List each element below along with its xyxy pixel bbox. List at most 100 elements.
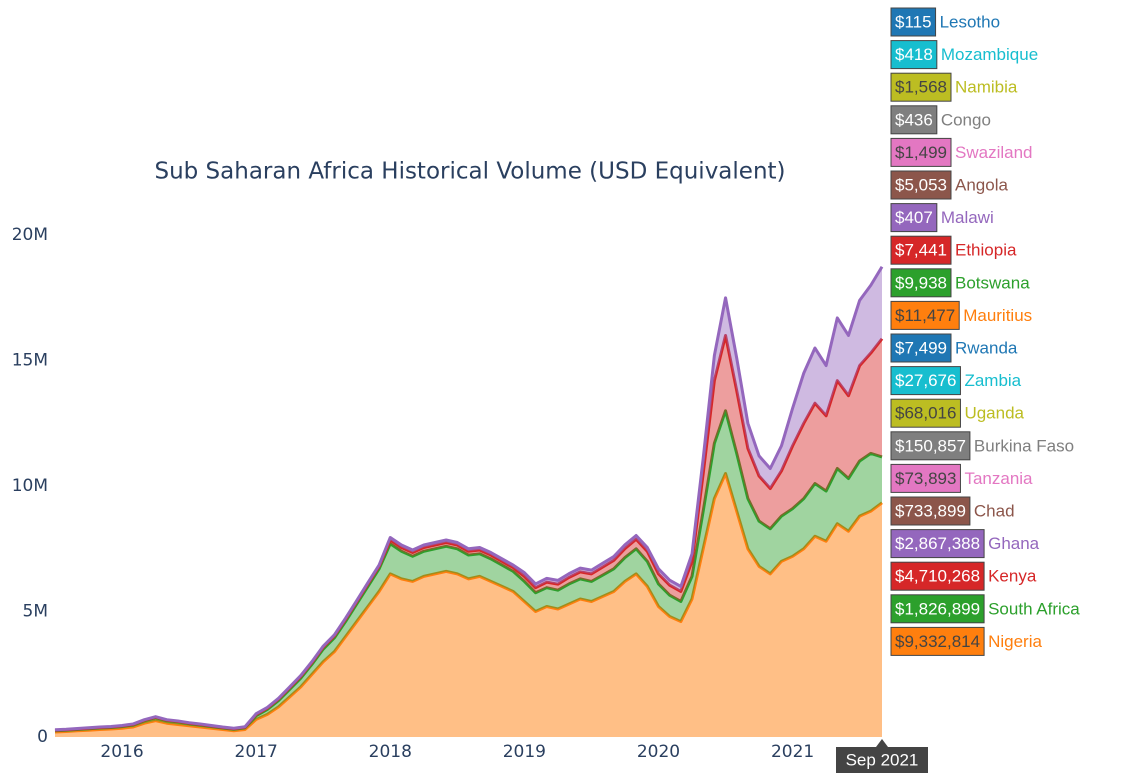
y-tick-label: 10M bbox=[12, 476, 48, 496]
hover-label: $436 Congo bbox=[890, 105, 991, 135]
chart-title: Sub Saharan Africa Historical Volume (US… bbox=[154, 159, 785, 185]
hover-label: $2,867,388 Ghana bbox=[890, 529, 1040, 559]
hover-box bbox=[890, 203, 938, 233]
hover-value: $7,441 bbox=[895, 241, 947, 260]
hover-name: South Africa bbox=[988, 599, 1080, 618]
hover-x-label: Sep 2021 bbox=[836, 739, 928, 773]
line bbox=[54, 266, 884, 732]
hover-value: $73,893 bbox=[895, 469, 956, 488]
hover-label: $733,899 Chad bbox=[890, 496, 1015, 526]
hover-label: $115 Lesotho bbox=[890, 7, 1001, 37]
hover-name: Mauritius bbox=[963, 306, 1032, 325]
hover-value: $7,499 bbox=[895, 338, 947, 357]
hover-box bbox=[890, 463, 961, 493]
hover-label: $9,332,814 Nigeria bbox=[890, 626, 1042, 656]
hover-value: $1,568 bbox=[895, 78, 947, 97]
hover-label: $27,676 Zambia bbox=[890, 366, 1022, 396]
line bbox=[54, 472, 883, 734]
hover-box bbox=[890, 105, 938, 135]
hover-box bbox=[890, 235, 952, 265]
y-tick-label: 15M bbox=[12, 351, 48, 371]
hover-label: $7,499 Rwanda bbox=[890, 333, 1018, 363]
hover-value: $1,826,899 bbox=[895, 599, 980, 618]
hover-value: $418 bbox=[895, 45, 933, 64]
hover-x-text: Sep 2021 bbox=[846, 750, 919, 769]
hover-x-box bbox=[836, 739, 928, 773]
x-tick-label: 2021 bbox=[771, 742, 814, 762]
hover-value: $115 bbox=[895, 12, 932, 31]
hover-label: $9,938 Botswana bbox=[890, 268, 1030, 298]
hover-name: Ethiopia bbox=[955, 241, 1017, 260]
hover-box bbox=[890, 398, 961, 428]
hover-value: $9,332,814 bbox=[895, 632, 980, 651]
hover-name: Burkina Faso bbox=[974, 436, 1074, 455]
hover-name: Ghana bbox=[988, 534, 1040, 553]
hover-box bbox=[890, 431, 971, 461]
hover-name: Botswana bbox=[955, 273, 1030, 292]
hover-label: $73,893 Tanzania bbox=[890, 463, 1033, 493]
hover-name: Namibia bbox=[955, 78, 1018, 97]
hover-label: $4,710,268 Kenya bbox=[890, 561, 1037, 591]
hover-label: $1,826,899 South Africa bbox=[890, 594, 1080, 624]
hover-box bbox=[890, 40, 938, 70]
hover-name: Malawi bbox=[941, 208, 994, 227]
hover-box bbox=[890, 7, 937, 37]
hover-name: Lesotho bbox=[940, 12, 1001, 31]
y-tick-label: 0 bbox=[37, 727, 48, 747]
hover-value: $11,477 bbox=[895, 306, 955, 325]
hover-label: $5,053 Angola bbox=[890, 170, 1008, 200]
hover-value: $5,053 bbox=[895, 175, 947, 194]
x-tick-label: 2016 bbox=[100, 742, 143, 762]
y-tick-label: 5M bbox=[23, 602, 48, 622]
hover-box bbox=[890, 333, 952, 363]
hover-name: Tanzania bbox=[964, 469, 1033, 488]
hover-value: $1,499 bbox=[895, 143, 947, 162]
hover-name: Mozambique bbox=[941, 45, 1038, 64]
hover-name: Swaziland bbox=[955, 143, 1033, 162]
hover-value: $68,016 bbox=[895, 404, 956, 423]
hover-label: $1,499 Swaziland bbox=[890, 137, 1033, 167]
hover-name: Uganda bbox=[964, 404, 1024, 423]
area bbox=[55, 473, 882, 737]
hover-value: $4,710,268 bbox=[895, 567, 980, 586]
hover-box bbox=[890, 529, 985, 559]
hover-box bbox=[890, 496, 971, 526]
hover-box bbox=[890, 137, 952, 167]
hover-name: Chad bbox=[974, 501, 1015, 520]
x-tick-label: 2018 bbox=[369, 742, 412, 762]
hover-label: $1,568 Namibia bbox=[890, 72, 1018, 102]
hover-name: Congo bbox=[941, 110, 991, 129]
hover-name: Rwanda bbox=[955, 338, 1018, 357]
hover-label: $11,477 Mauritius bbox=[890, 300, 1032, 330]
hover-name: Nigeria bbox=[988, 632, 1042, 651]
hover-box bbox=[890, 300, 960, 330]
hover-box bbox=[890, 594, 985, 624]
hover-box bbox=[890, 268, 952, 298]
x-tick-label: 2017 bbox=[235, 742, 278, 762]
hover-name: Angola bbox=[955, 175, 1008, 194]
hover-value: $9,938 bbox=[895, 273, 947, 292]
hover-label: $150,857 Burkina Faso bbox=[890, 431, 1074, 461]
hover-box bbox=[890, 72, 952, 102]
hover-label: $418 Mozambique bbox=[890, 40, 1038, 70]
hover-value: $150,857 bbox=[895, 436, 966, 455]
hover-label: $68,016 Uganda bbox=[890, 398, 1025, 428]
hover-name: Kenya bbox=[988, 567, 1037, 586]
hover-value: $436 bbox=[895, 110, 933, 129]
area bbox=[55, 410, 882, 732]
hover-box bbox=[890, 626, 985, 656]
hover-value: $27,676 bbox=[895, 371, 956, 390]
hover-label: $407 Malawi bbox=[890, 203, 994, 233]
y-tick-label: 20M bbox=[12, 225, 48, 245]
hover-label: $7,441 Ethiopia bbox=[890, 235, 1017, 265]
hover-name: Zambia bbox=[964, 371, 1021, 390]
hover-box bbox=[890, 170, 952, 200]
hover-value: $407 bbox=[895, 208, 933, 227]
x-tick-label: 2019 bbox=[503, 742, 546, 762]
hover-box bbox=[890, 366, 961, 396]
x-tick-label: 2020 bbox=[637, 742, 680, 762]
hover-box bbox=[890, 561, 985, 591]
hover-value: $733,899 bbox=[895, 501, 966, 520]
hover-value: $2,867,388 bbox=[895, 534, 980, 553]
